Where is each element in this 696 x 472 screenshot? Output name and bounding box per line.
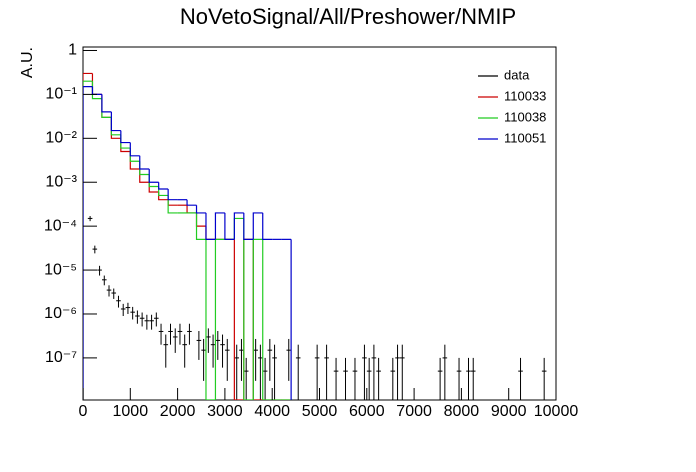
histogram-bin — [243, 212, 254, 240]
histogram-bin — [167, 189, 178, 201]
histogram-bin — [139, 155, 150, 170]
histogram-bin — [120, 130, 131, 144]
histogram-bin — [186, 199, 197, 206]
legend-label: 110033 — [504, 88, 546, 103]
x-tick-label: 1000 — [113, 403, 149, 420]
x-tick-label: 6000 — [349, 403, 385, 420]
x-tick-label: 7000 — [396, 403, 432, 420]
histogram-bin — [167, 195, 178, 214]
y-axis-label: A.U. — [19, 47, 36, 78]
legend-label: data — [504, 67, 530, 82]
legend-label: 110038 — [504, 109, 546, 124]
histogram-bin — [224, 212, 235, 240]
chart-title: NoVetoSignal/All/Preshower/NMIP — [180, 4, 516, 29]
legend-label: 110051 — [504, 130, 546, 145]
x-tick-label: 3000 — [207, 403, 243, 420]
x-tick-label: 5000 — [302, 403, 338, 420]
y-tick-label: 10⁻⁷ — [45, 349, 77, 366]
histogram-bin — [158, 182, 169, 190]
histogram-bin — [243, 218, 254, 400]
histogram-bin — [101, 94, 112, 113]
histogram-bin — [83, 72, 93, 400]
histogram-bin — [205, 239, 216, 400]
y-tick-label: 10⁻⁴ — [44, 217, 77, 234]
histogram-bin — [233, 239, 244, 400]
histogram-bin — [233, 212, 244, 240]
histogram-bin — [262, 239, 273, 400]
x-tick-label: 0 — [79, 403, 88, 420]
histogram-bin — [110, 111, 121, 132]
y-tick-label: 10⁻³ — [45, 173, 77, 190]
plot-area — [83, 72, 547, 400]
histogram-bin — [195, 212, 206, 240]
histogram-bin — [205, 212, 216, 240]
x-tick-label: 9000 — [491, 403, 527, 420]
y-tick-label: 10⁻⁶ — [44, 305, 77, 322]
histogram-bin — [262, 212, 273, 240]
y-tick-label: 10⁻¹ — [45, 86, 77, 103]
x-tick-label: 10000 — [534, 403, 579, 420]
histogram-bin — [252, 212, 263, 240]
x-tick-label: 4000 — [254, 403, 290, 420]
histogram-bin — [214, 212, 225, 240]
y-tick-label: 10⁻⁵ — [44, 261, 77, 278]
x-tick-label: 8000 — [444, 403, 480, 420]
y-tick-label: 10⁻² — [45, 130, 77, 147]
histogram-bin — [129, 142, 140, 157]
x-tick-label: 2000 — [160, 403, 196, 420]
histogram-bin — [195, 205, 206, 214]
histogram-bin — [83, 86, 93, 400]
histogram-bin — [148, 169, 159, 183]
histogram-bin — [83, 80, 93, 400]
y-tick-label: 1 — [68, 42, 77, 59]
